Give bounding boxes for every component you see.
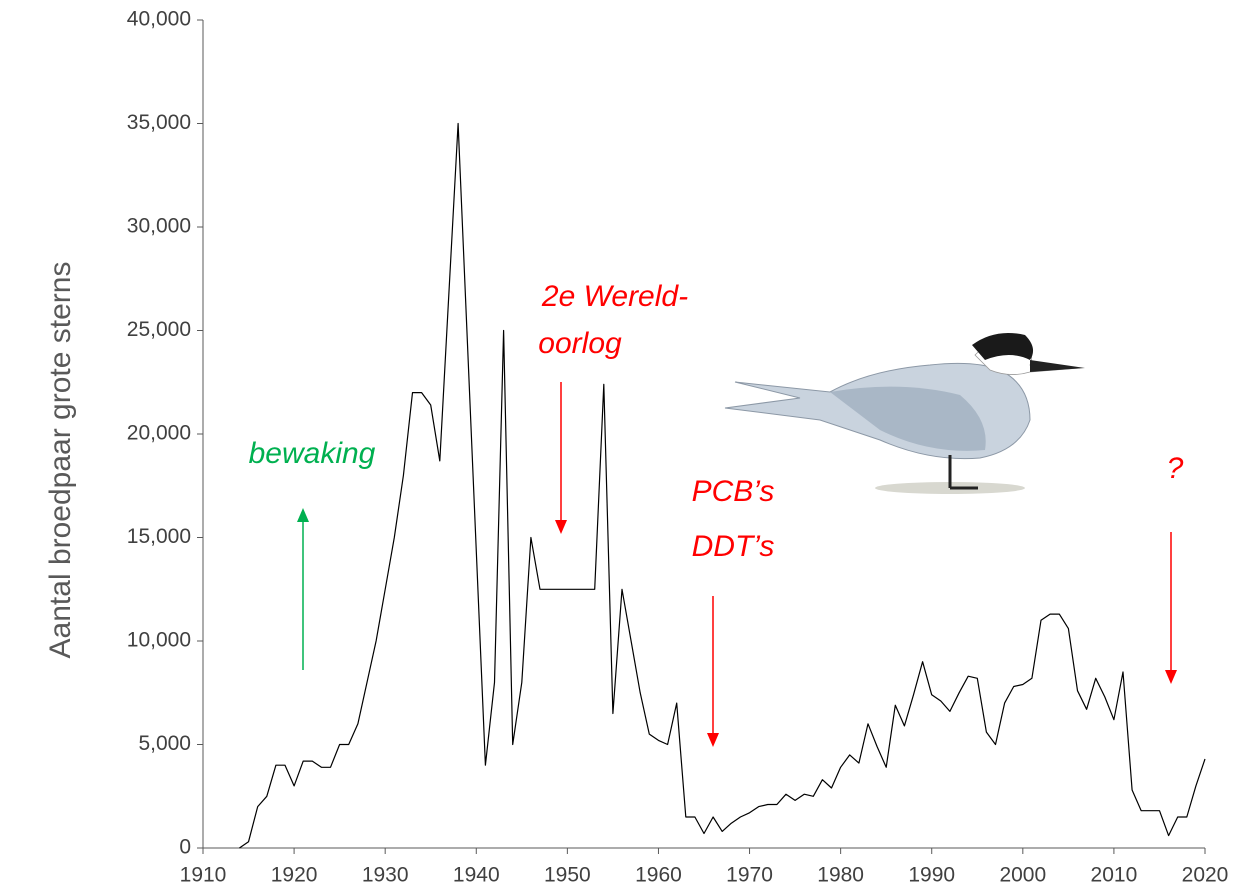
- annotation: PCB’s: [692, 475, 775, 508]
- y-tick-label: 10,000: [127, 629, 191, 652]
- y-tick-label: 25,000: [127, 318, 191, 341]
- annotation: DDT’s: [692, 530, 775, 563]
- x-tick-label: 1910: [180, 864, 227, 887]
- x-tick-label: 1940: [453, 864, 500, 887]
- y-tick-label: 20,000: [127, 422, 191, 445]
- x-tick-label: 1930: [362, 864, 409, 887]
- x-tick-label: 1980: [817, 864, 864, 887]
- annotation: bewaking: [249, 437, 376, 470]
- x-tick-label: 1950: [544, 864, 591, 887]
- x-tick-label: 1920: [271, 864, 318, 887]
- arrow-head: [1165, 670, 1177, 684]
- arrow-head: [707, 733, 719, 747]
- x-tick-label: 2010: [1091, 864, 1138, 887]
- bird-illustration: [725, 333, 1085, 494]
- arrow-head: [555, 520, 567, 534]
- y-tick-label: 35,000: [127, 111, 191, 134]
- annotation: ?: [1167, 452, 1184, 485]
- chart: Aantal broedpaar grote sterns 0 5,000 10,0…: [0, 0, 1240, 895]
- x-tick-label: 2020: [1182, 864, 1229, 887]
- y-tick-label: 40,000: [127, 8, 191, 31]
- y-tick-label: 0: [179, 836, 191, 859]
- annotation: 2e Wereld-: [541, 280, 688, 313]
- annotation: oorlog: [538, 327, 622, 360]
- y-tick-label: 5,000: [138, 732, 191, 755]
- x-tick-label: 1960: [635, 864, 682, 887]
- x-tick-label: 2000: [999, 864, 1046, 887]
- arrows: [297, 382, 1177, 747]
- y-axis-label: Aantal broedpaar grote sterns: [44, 262, 77, 659]
- arrow-head: [297, 508, 309, 522]
- y-tick-label: 15,000: [127, 525, 191, 548]
- x-tick-label: 1990: [908, 864, 955, 887]
- x-tick-label: 1970: [726, 864, 773, 887]
- y-tick-label: 30,000: [127, 215, 191, 238]
